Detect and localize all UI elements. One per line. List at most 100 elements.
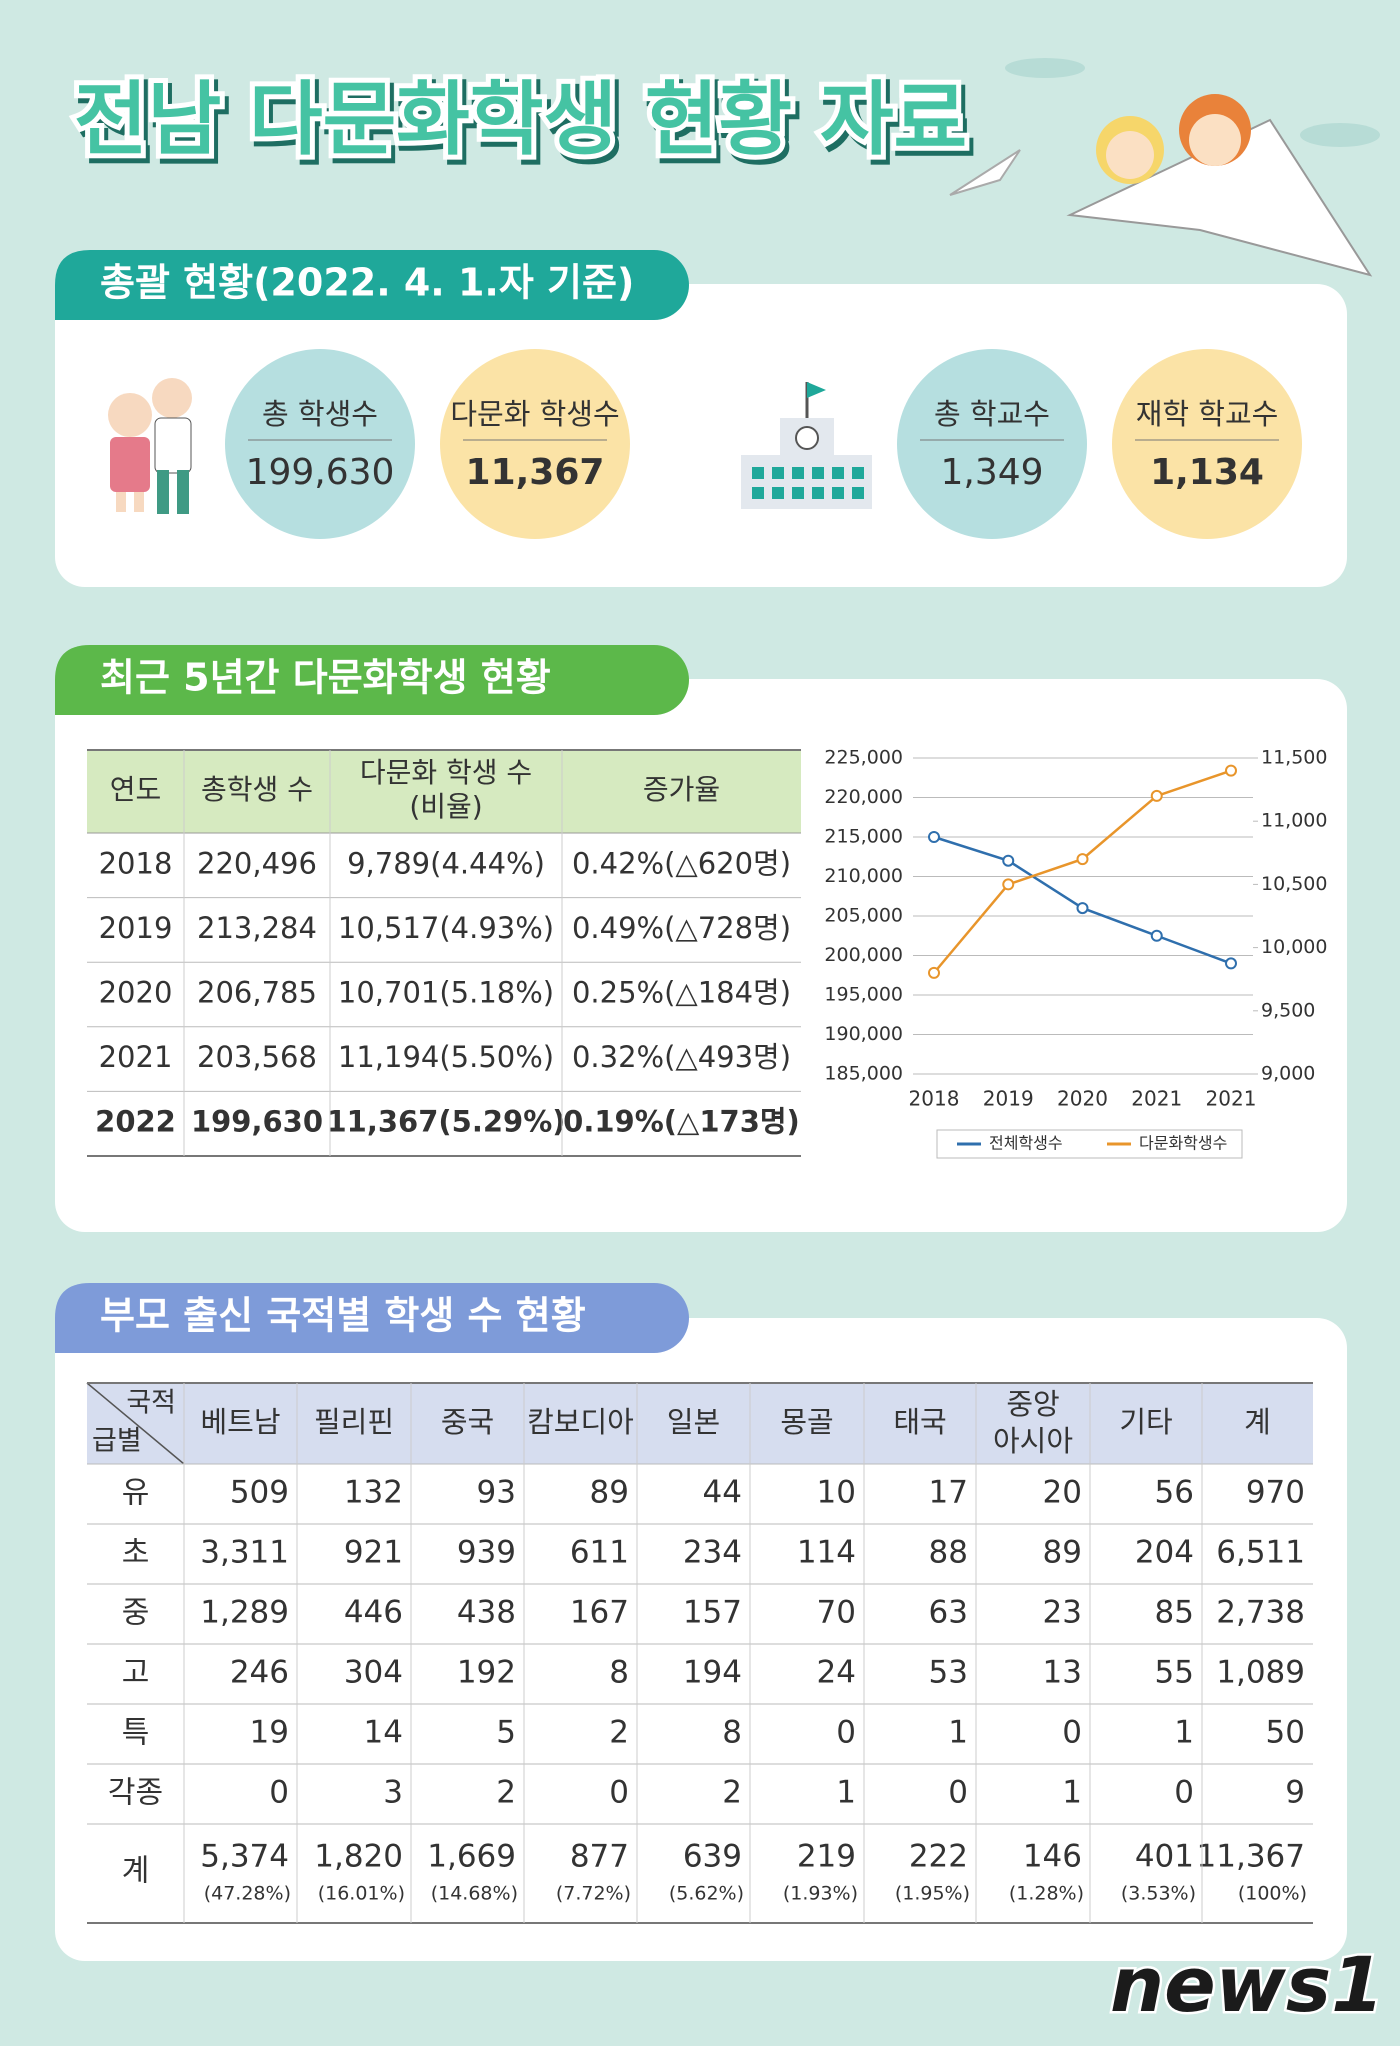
table-cell: 1,669 xyxy=(427,1839,516,1875)
table-cell: 56 xyxy=(1155,1475,1194,1511)
table-cell: 14 xyxy=(364,1715,403,1751)
table-cell: 611 xyxy=(570,1535,629,1571)
y-tick-label: 225,000 xyxy=(824,747,903,769)
table-cell: 55 xyxy=(1155,1655,1194,1691)
card xyxy=(55,1318,1347,1961)
table-header: 기타 xyxy=(1119,1405,1172,1439)
table-cell: 0 xyxy=(948,1775,968,1811)
table-cell: 88 xyxy=(929,1535,968,1571)
corner-label: 국적 xyxy=(126,1388,176,1419)
logo: news1 xyxy=(1110,1940,1384,2029)
table-header: 계 xyxy=(1244,1405,1271,1439)
data-point xyxy=(1225,957,1237,970)
stat-circle xyxy=(440,349,630,539)
section-header: 최근 5년간 다문화학생 현황 xyxy=(100,656,551,700)
table-cell: 220,496 xyxy=(197,846,317,880)
table-cell: 6,511 xyxy=(1216,1535,1305,1571)
table-cell: 11,367 xyxy=(1197,1839,1305,1875)
stat-value: 199,630 xyxy=(246,452,395,493)
legend-box xyxy=(936,1129,1243,1159)
table-cell: 44 xyxy=(703,1475,742,1511)
y-tick-label: 215,000 xyxy=(824,826,903,848)
table-header: 태국 xyxy=(893,1405,946,1439)
table-cell: 8 xyxy=(609,1655,629,1691)
table-cell: 0 xyxy=(1174,1775,1194,1811)
x-tick-label: 2020 xyxy=(1057,1087,1108,1111)
data-point xyxy=(1076,902,1089,915)
table-cell: 2020 xyxy=(99,976,173,1010)
cloud xyxy=(1005,58,1085,78)
table-header: 중국 xyxy=(441,1405,494,1439)
table-cell: 70 xyxy=(817,1595,856,1631)
y-tick-label: 220,000 xyxy=(824,786,903,808)
table-cell: 204 xyxy=(1135,1535,1194,1571)
table-header: 아시아 xyxy=(993,1424,1073,1458)
table-header: 다문화 학생 수 xyxy=(360,756,532,789)
table-cell: 50 xyxy=(1266,1715,1305,1751)
table-cell: 157 xyxy=(683,1595,742,1631)
table-cell: 1,289 xyxy=(200,1595,289,1631)
table-cell: 93 xyxy=(477,1475,516,1511)
table-cell: 24 xyxy=(817,1655,856,1691)
paper-plane xyxy=(949,149,1021,196)
table-cell: 0.42%(△620명) xyxy=(572,846,791,880)
table-cell: 5,374 xyxy=(200,1839,289,1875)
y2-tick-label: 11,500 xyxy=(1261,747,1327,769)
table-cell: 0 xyxy=(1062,1715,1082,1751)
table-cell: 0.32%(△493명) xyxy=(572,1040,791,1074)
table-cell: 401 xyxy=(1135,1839,1194,1875)
table-header: 증가율 xyxy=(643,773,720,806)
section-tab xyxy=(55,1283,689,1353)
y-tick-label: 200,000 xyxy=(824,944,903,966)
child-face xyxy=(1189,114,1241,166)
y-tick-label: 210,000 xyxy=(824,865,903,887)
table-header: 연도 xyxy=(110,773,162,806)
table-cell: 146 xyxy=(1023,1839,1082,1875)
section-tab xyxy=(55,645,689,715)
table-cell: 11,194(5.50%) xyxy=(338,1040,554,1074)
stat-circle xyxy=(225,349,415,539)
data-point xyxy=(928,966,940,979)
y-tick-label: 205,000 xyxy=(824,905,903,927)
table-cell: 194 xyxy=(683,1655,742,1691)
table-cell: 3,311 xyxy=(200,1535,289,1571)
table-cell: 2019 xyxy=(99,911,173,945)
stat-value: 11,367 xyxy=(466,452,605,493)
table-cell: 921 xyxy=(344,1535,403,1571)
table-cell: 2 xyxy=(496,1775,516,1811)
table-cell: 639 xyxy=(683,1839,742,1875)
table-cell: 2 xyxy=(609,1715,629,1751)
table-cell: 3 xyxy=(383,1775,403,1811)
table-header-bg xyxy=(87,750,801,833)
table-cell: 1,089 xyxy=(1216,1655,1305,1691)
row-label: 유 xyxy=(122,1476,150,1511)
y2-tick-label: 11,000 xyxy=(1261,810,1327,832)
table-cell: 970 xyxy=(1246,1475,1305,1511)
table-header: 총학생 수 xyxy=(201,773,313,806)
table-share: (1.28%) xyxy=(1009,1883,1084,1905)
table-cell: 1 xyxy=(948,1715,968,1751)
table-cell: 0 xyxy=(269,1775,289,1811)
table-cell: 0.49%(△728명) xyxy=(572,911,791,945)
table-cell: 89 xyxy=(1043,1535,1082,1571)
table-cell: 114 xyxy=(797,1535,856,1571)
table-cell: 446 xyxy=(344,1595,403,1631)
table-cell: 11,367(5.29%) xyxy=(326,1105,565,1139)
table-cell: 877 xyxy=(570,1839,629,1875)
data-point xyxy=(928,831,940,843)
table-share: (1.95%) xyxy=(895,1883,970,1905)
stat-label: 총 학교수 xyxy=(934,397,1050,431)
legend-label: 다문화학생수 xyxy=(1139,1134,1227,1153)
table-cell: 0 xyxy=(836,1715,856,1751)
table-cell: 10,517(4.93%) xyxy=(338,911,554,945)
table-header: 중앙 xyxy=(1006,1387,1059,1421)
stat-circle xyxy=(1112,349,1302,539)
table-share: (5.62%) xyxy=(669,1883,744,1905)
table-header: 일본 xyxy=(667,1405,720,1439)
table-cell: 19 xyxy=(250,1715,289,1751)
table-cell: 10,701(5.18%) xyxy=(338,976,554,1010)
table-header: 몽골 xyxy=(780,1405,833,1439)
stat-value: 1,134 xyxy=(1150,452,1264,493)
data-point xyxy=(1150,929,1163,942)
stat-circle xyxy=(897,349,1087,539)
